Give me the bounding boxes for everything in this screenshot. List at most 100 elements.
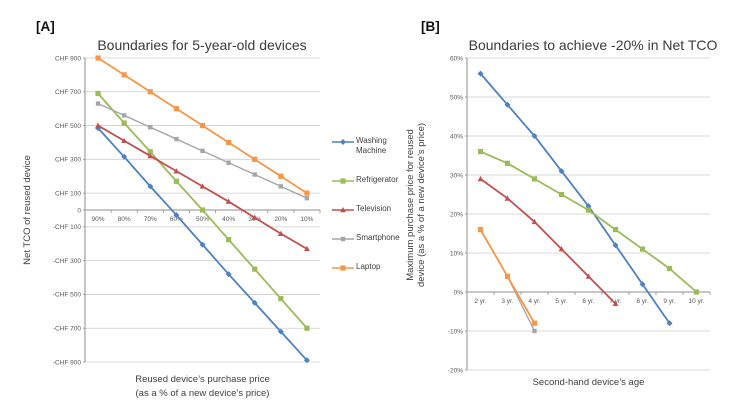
- x-tick-label: 40%: [222, 216, 235, 223]
- x-tick-label: 10%: [300, 216, 313, 223]
- series-marker-refrigerator: [252, 266, 258, 272]
- series-marker-smartphone: [200, 148, 205, 154]
- y-tick-label: -CHF 900: [53, 359, 82, 366]
- legend-marker-television: [332, 206, 354, 213]
- series-marker-laptop: [252, 156, 258, 162]
- series-line-refrigerator: [480, 150, 698, 293]
- y-tick-label: -10%: [448, 328, 463, 335]
- series-marker-refrigerator: [95, 90, 101, 97]
- y-tick-label: 0%: [454, 289, 464, 296]
- x-axis-title: (as a % of a new device’s price): [136, 388, 270, 399]
- series-marker-washing-machine: [277, 328, 284, 335]
- x-tick-label: 5 yr.: [555, 298, 567, 305]
- y-tick-label: 10%: [450, 250, 463, 257]
- series-marker-refrigerator: [477, 149, 484, 155]
- series-marker-washing-machine: [225, 271, 232, 278]
- legend-label: Television: [356, 203, 392, 213]
- legend-marker-smartphone: [332, 236, 354, 241]
- legend-label: Smartphone: [356, 232, 400, 242]
- legend-marker-shape: [340, 265, 346, 271]
- x-tick-label: 90%: [92, 216, 105, 223]
- series-marker-refrigerator: [693, 289, 700, 295]
- series-marker-refrigerator: [585, 207, 592, 213]
- series-marker-laptop: [95, 55, 101, 61]
- y-tick-label: -CHF 500: [53, 292, 82, 299]
- series-marker-washing-machine: [639, 281, 646, 288]
- x-tick-label: 6 yr.: [582, 298, 594, 305]
- series-marker-refrigerator: [278, 296, 284, 302]
- series-marker-washing-machine: [199, 241, 206, 248]
- series-marker-laptop: [304, 190, 310, 196]
- legend-marker-refrigerator: [332, 178, 354, 184]
- series-marker-laptop: [173, 106, 179, 112]
- series-marker-refrigerator: [147, 149, 153, 155]
- legend-label: Washing Machine: [356, 136, 387, 156]
- series-marker-washing-machine: [504, 101, 511, 108]
- panel-tag: [A]: [36, 19, 55, 34]
- x-tick-label: 50%: [196, 216, 209, 223]
- chart-b-boundaries-minus-20pct-net-tco: 60% 50% 40% 30% 20% 10% 0% -10% -20% 2 yr. 3 yr. 4 …: [405, 19, 718, 388]
- y-axis-title: device (as a % of a new device’s price): [416, 123, 427, 287]
- y-tick-label: 40%: [450, 133, 463, 140]
- y-tick-label: 50%: [450, 94, 463, 101]
- series-marker-television: [199, 183, 206, 189]
- legend-item-washing-machine: Washing Machine: [332, 136, 405, 157]
- series-marker-smartphone: [304, 195, 310, 201]
- series-marker-smartphone: [252, 172, 257, 177]
- chart-title: Boundaries for 5-year-old devices: [97, 37, 306, 53]
- x-axis-title: Reused device’s purchase price: [135, 374, 269, 385]
- series-marker-television: [477, 175, 484, 182]
- series-marker-laptop: [121, 72, 127, 78]
- legend-marker-shape: [340, 139, 346, 145]
- series-marker-washing-machine: [121, 153, 128, 160]
- x-tick-label: 9 yr.: [663, 298, 675, 305]
- x-tick-label: 2 yr.: [474, 298, 486, 305]
- series-marker-refrigerator: [304, 325, 310, 331]
- x-tick-label: 10 yr.: [689, 298, 705, 305]
- series-marker-washing-machine: [612, 242, 619, 249]
- y-tick-label: 20%: [450, 211, 463, 218]
- x-axis-title: Second-hand device’s age: [533, 377, 645, 388]
- x-tick-label: 20%: [274, 216, 287, 223]
- series-marker-washing-machine: [558, 168, 565, 175]
- series-line-washing-machine: [479, 73, 671, 324]
- series-marker-refrigerator: [639, 246, 646, 252]
- y-axis-title: Maximum purchase price for reused: [405, 129, 416, 281]
- series-marker-washing-machine: [666, 320, 673, 327]
- series-marker-refrigerator: [558, 191, 565, 198]
- legend-label: Refrigerator: [356, 174, 399, 184]
- series-marker-television: [612, 300, 619, 306]
- series-marker-smartphone: [226, 160, 231, 165]
- x-tick-label: 4 yr.: [528, 298, 540, 305]
- y-tick-label: -CHF 100: [53, 224, 82, 231]
- series-marker-washing-machine: [531, 133, 538, 139]
- x-tick-label: 3 yr.: [501, 298, 513, 305]
- series-marker-television: [531, 218, 538, 225]
- series-marker-refrigerator: [199, 207, 206, 213]
- y-tick-label: 30%: [450, 172, 463, 179]
- legend-item-laptop: Laptop: [332, 262, 405, 273]
- series-marker-television: [225, 198, 232, 204]
- series-marker-refrigerator: [531, 176, 538, 182]
- series-marker-laptop: [199, 122, 206, 129]
- y-tick-label: 0: [77, 207, 81, 214]
- legend: Washing Machine Refrigerator Television Sma…: [332, 136, 405, 273]
- series-marker-television: [558, 246, 565, 252]
- y-tick-label: CHF 700: [55, 89, 81, 96]
- series-line-television: [479, 178, 617, 305]
- y-tick-label: CHF 300: [55, 157, 81, 164]
- legend-marker-shape: [340, 236, 346, 241]
- series-marker-laptop: [504, 273, 511, 279]
- series-marker-television: [147, 152, 154, 159]
- legend-item-television: Television: [332, 204, 405, 215]
- series-marker-television: [95, 122, 101, 128]
- legend-marker-shape: [340, 206, 346, 213]
- x-tick-label: 60%: [170, 216, 183, 223]
- series-marker-refrigerator: [666, 266, 673, 272]
- series-marker-washing-machine: [173, 212, 180, 219]
- y-tick-label: -CHF 300: [53, 258, 82, 265]
- series-marker-washing-machine: [147, 183, 154, 190]
- chart-title: Boundaries to achieve -20% in Net TCO: [469, 37, 718, 53]
- chart-a-boundaries-5-year-old-devices: CHF 900 CHF 700 CHF 500 CHF 300 CHF 100 0 -CHF…: [22, 19, 321, 399]
